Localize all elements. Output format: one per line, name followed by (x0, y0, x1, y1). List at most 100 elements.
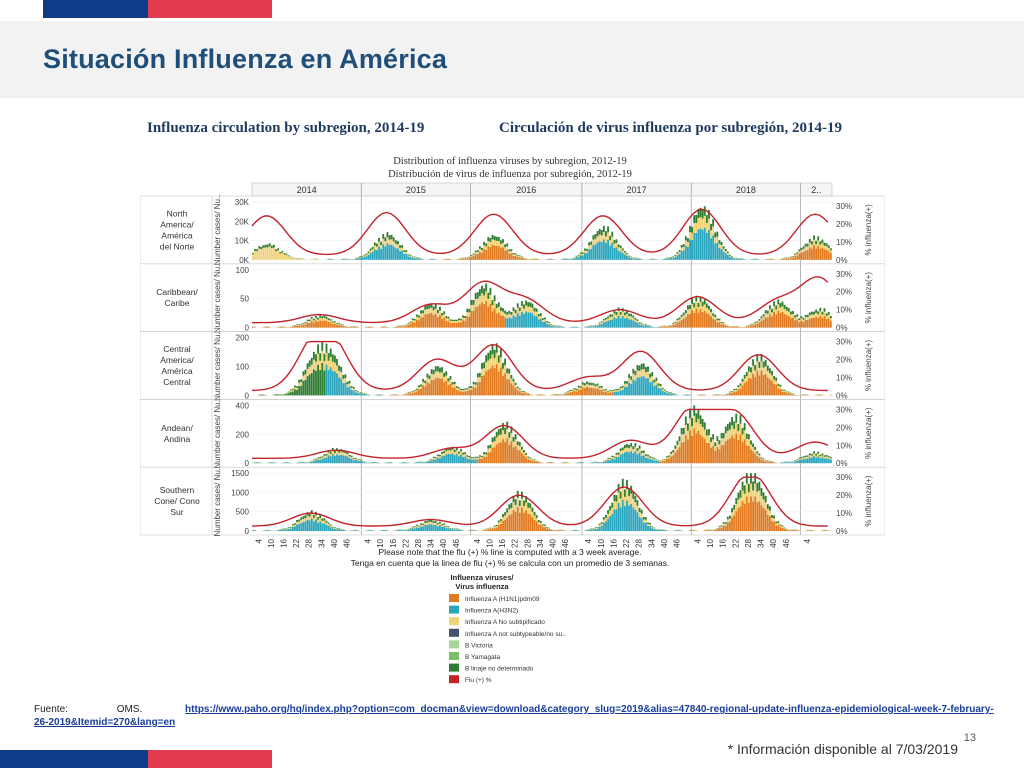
bar-segment (413, 392, 416, 396)
bar-segment (546, 526, 549, 528)
bar-segment (403, 530, 406, 531)
y-tick-label: 200 (236, 430, 250, 439)
bar-segment (331, 526, 334, 528)
bar-segment (350, 456, 353, 459)
bar-segment (716, 394, 719, 396)
bar-segment (485, 246, 488, 250)
bar-segment (649, 457, 652, 460)
bar-segment (285, 528, 288, 530)
bar-segment (632, 373, 635, 380)
week-tick-label: 34 (757, 538, 766, 547)
bar-segment (514, 511, 517, 531)
bar-segment (584, 250, 586, 254)
bar-segment (539, 522, 542, 525)
bar-segment (598, 389, 601, 396)
bar-segment (785, 310, 788, 316)
bar-segment (378, 241, 380, 247)
y-axis-label: Number cases/ Nu.. (213, 330, 222, 401)
bar-segment (359, 459, 362, 461)
bar-segment (331, 447, 334, 451)
bar-segment (520, 390, 523, 392)
legend-swatch (449, 640, 459, 649)
bar-segment (789, 317, 792, 328)
y2-tick-label: 20% (836, 220, 852, 229)
y2-tick-label: 0% (836, 391, 848, 400)
bar-segment (527, 456, 530, 458)
y2-tick-label: 30% (836, 270, 852, 279)
bar-segment (657, 529, 660, 531)
bar-segment (430, 522, 433, 525)
bar-segment (752, 490, 754, 502)
bar-segment (518, 442, 521, 446)
bar-segment (647, 371, 649, 379)
bar-segment (300, 258, 303, 260)
bar-segment (535, 308, 538, 312)
bar-segment (739, 383, 742, 386)
bar-segment (531, 507, 534, 512)
bar-segment (796, 255, 799, 260)
bar-segment (487, 246, 490, 260)
bar-segment (357, 391, 359, 393)
bar-segment (499, 307, 502, 311)
bar-segment (336, 322, 338, 324)
bar-segment (804, 458, 807, 464)
bar-segment (439, 458, 441, 464)
bar-segment (747, 377, 750, 396)
bar-segment (258, 248, 261, 252)
bar-segment (434, 371, 437, 378)
bar-segment (481, 250, 483, 253)
bar-segment (466, 391, 469, 396)
bar-segment (300, 324, 303, 326)
bar-segment (518, 256, 521, 258)
bar-segment (451, 382, 454, 385)
bar-segment (644, 372, 647, 379)
bar-segment (426, 309, 429, 315)
bar-segment (476, 292, 479, 299)
bar-segment (304, 324, 307, 328)
bar-segment (615, 318, 618, 328)
region-label: Caribbean/ (156, 287, 198, 297)
week-tick-label: 4 (694, 538, 703, 543)
bar-segment (268, 243, 271, 247)
bar-segment (489, 444, 492, 449)
bar-segment (516, 256, 519, 260)
bar-segment (512, 495, 515, 503)
bar-segment (672, 393, 675, 396)
bar-segment (537, 394, 540, 396)
bar-segment (340, 378, 343, 396)
bar-segment (626, 381, 628, 384)
bar-segment (720, 527, 723, 531)
bar-segment (455, 389, 458, 396)
bar-segment (602, 519, 605, 523)
bar-segment (806, 250, 809, 260)
bar-segment (525, 510, 528, 531)
bar-segment (455, 322, 458, 328)
bar-segment (800, 459, 803, 464)
bar-segment (724, 324, 727, 326)
bar-segment (796, 252, 799, 254)
bar-segment (529, 514, 532, 531)
bar-segment (783, 391, 786, 396)
bar-segment (785, 306, 788, 311)
region-label: Caribe (164, 298, 189, 308)
bar-segment (817, 451, 820, 454)
bar-segment (573, 389, 576, 392)
bar-segment (495, 527, 498, 531)
bar-segment (504, 512, 507, 516)
bar-segment (781, 306, 784, 312)
bar-segment (726, 253, 729, 255)
panel-frame (140, 466, 885, 536)
bar-segment (510, 311, 513, 315)
bar-segment (678, 251, 681, 254)
bar-segment (575, 530, 578, 531)
bar-segment (623, 489, 626, 497)
bar-segment (506, 379, 509, 396)
bar-segment (779, 312, 782, 328)
bar-segment (516, 303, 519, 308)
source-link[interactable]: https://www.paho.org/hq/index.php?option… (34, 704, 994, 728)
bar-segment (287, 392, 290, 394)
bar-segment (829, 458, 832, 460)
bar-segment (815, 244, 818, 249)
year-label: 2017 (627, 185, 647, 195)
bar-segment (527, 393, 530, 396)
